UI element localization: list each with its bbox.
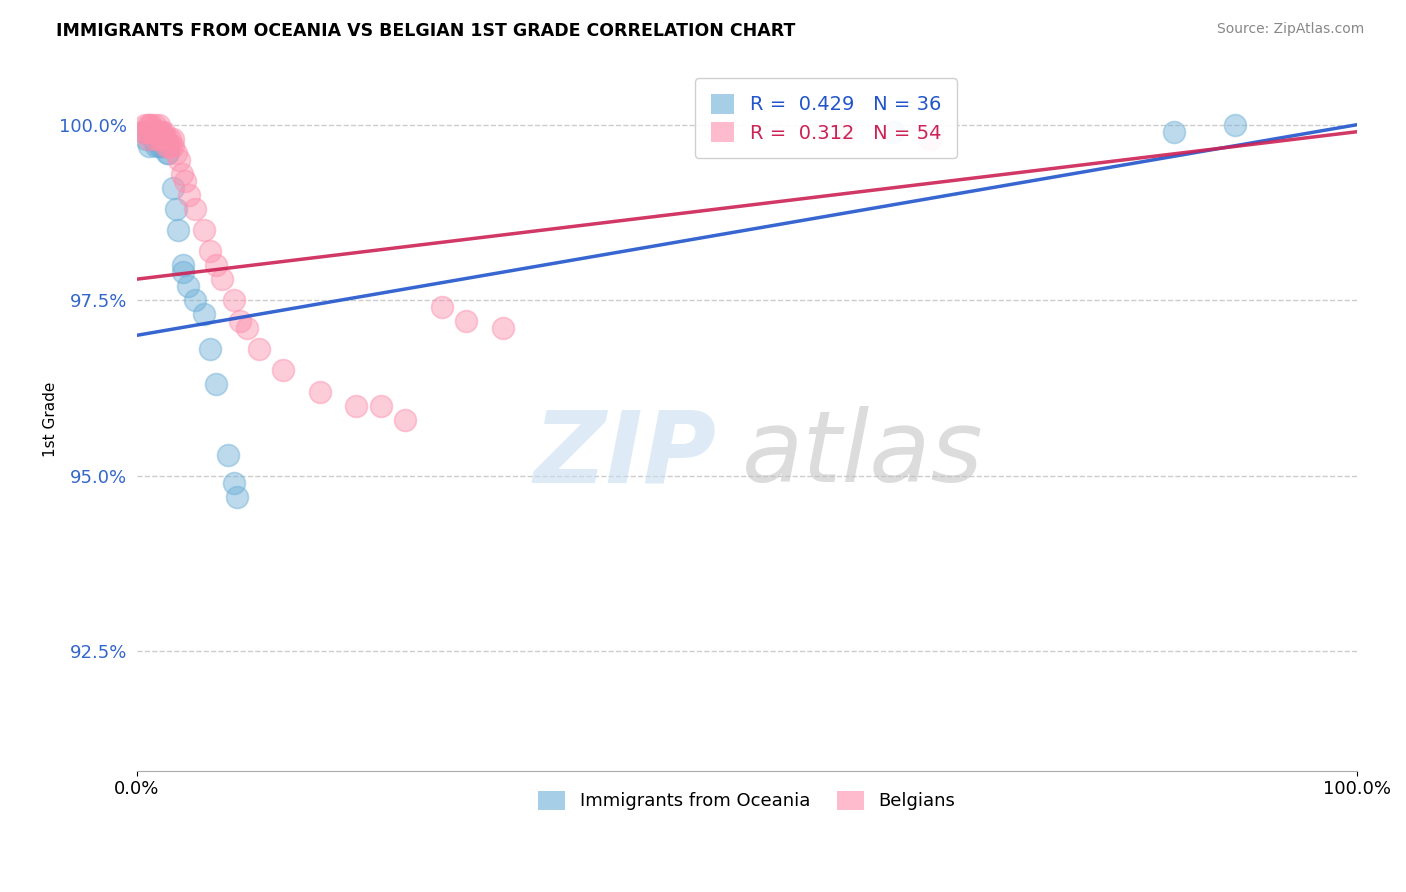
Point — [456, 314, 478, 328]
Point — [162, 181, 184, 195]
Point — [394, 412, 416, 426]
Point — [205, 377, 228, 392]
Point — [184, 202, 207, 216]
Point — [142, 125, 165, 139]
Point — [271, 363, 294, 377]
Text: IMMIGRANTS FROM OCEANIA VS BELGIAN 1ST GRADE CORRELATION CHART: IMMIGRANTS FROM OCEANIA VS BELGIAN 1ST G… — [56, 22, 796, 40]
Point — [145, 132, 167, 146]
Point — [152, 125, 174, 139]
Point — [156, 145, 179, 160]
Point — [141, 125, 163, 139]
Point — [198, 343, 221, 357]
Point — [172, 258, 194, 272]
Point — [159, 132, 181, 146]
Point — [308, 384, 330, 399]
Point — [132, 125, 155, 139]
Point — [344, 399, 367, 413]
Point — [148, 138, 170, 153]
Point — [370, 399, 392, 413]
Point — [148, 118, 170, 132]
Point — [141, 132, 163, 146]
Point — [179, 188, 201, 202]
Point — [141, 125, 163, 139]
Point — [170, 167, 193, 181]
Point — [146, 125, 169, 139]
Point — [1163, 125, 1185, 139]
Point — [198, 244, 221, 258]
Point — [156, 132, 179, 146]
Point — [184, 293, 207, 308]
Point — [225, 490, 247, 504]
Point — [177, 279, 200, 293]
Point — [143, 125, 166, 139]
Point — [172, 265, 194, 279]
Point — [150, 138, 173, 153]
Point — [1223, 118, 1246, 132]
Point — [138, 125, 160, 139]
Point — [193, 307, 215, 321]
Point — [152, 132, 174, 146]
Point — [153, 132, 176, 146]
Point — [150, 125, 173, 139]
Point — [136, 118, 159, 132]
Point — [145, 138, 167, 153]
Point — [134, 118, 156, 132]
Point — [139, 118, 162, 132]
Text: ZIP: ZIP — [533, 406, 716, 503]
Point — [217, 448, 239, 462]
Point — [247, 343, 270, 357]
Point — [165, 202, 187, 216]
Point — [145, 125, 167, 139]
Point — [146, 125, 169, 139]
Point — [430, 300, 453, 314]
Point — [135, 132, 157, 146]
Point — [160, 138, 183, 153]
Point — [205, 258, 228, 272]
Point — [148, 132, 170, 146]
Point — [138, 125, 160, 139]
Text: Source: ZipAtlas.com: Source: ZipAtlas.com — [1216, 22, 1364, 37]
Point — [155, 138, 177, 153]
Point — [224, 293, 246, 308]
Point — [918, 132, 941, 146]
Point — [224, 475, 246, 490]
Point — [152, 132, 174, 146]
Point — [157, 145, 180, 160]
Y-axis label: 1st Grade: 1st Grade — [44, 382, 58, 458]
Point — [148, 132, 170, 146]
Point — [492, 321, 515, 335]
Point — [141, 118, 163, 132]
Point — [882, 125, 904, 139]
Point — [138, 138, 160, 153]
Point — [155, 138, 177, 153]
Point — [152, 138, 174, 153]
Point — [132, 125, 155, 139]
Point — [162, 138, 184, 153]
Point — [211, 272, 233, 286]
Point — [150, 132, 173, 146]
Point — [135, 125, 157, 139]
Point — [149, 125, 172, 139]
Point — [157, 138, 180, 153]
Point — [169, 153, 191, 167]
Point — [141, 125, 163, 139]
Point — [174, 174, 197, 188]
Point — [834, 125, 856, 139]
Text: atlas: atlas — [742, 406, 984, 503]
Legend: Immigrants from Oceania, Belgians: Immigrants from Oceania, Belgians — [523, 777, 970, 825]
Point — [162, 132, 184, 146]
Point — [167, 223, 190, 237]
Point — [149, 125, 172, 139]
Point — [193, 223, 215, 237]
Point — [138, 132, 160, 146]
Point — [142, 125, 165, 139]
Point — [229, 314, 252, 328]
Point — [143, 118, 166, 132]
Point — [165, 145, 187, 160]
Point — [143, 132, 166, 146]
Point — [235, 321, 257, 335]
